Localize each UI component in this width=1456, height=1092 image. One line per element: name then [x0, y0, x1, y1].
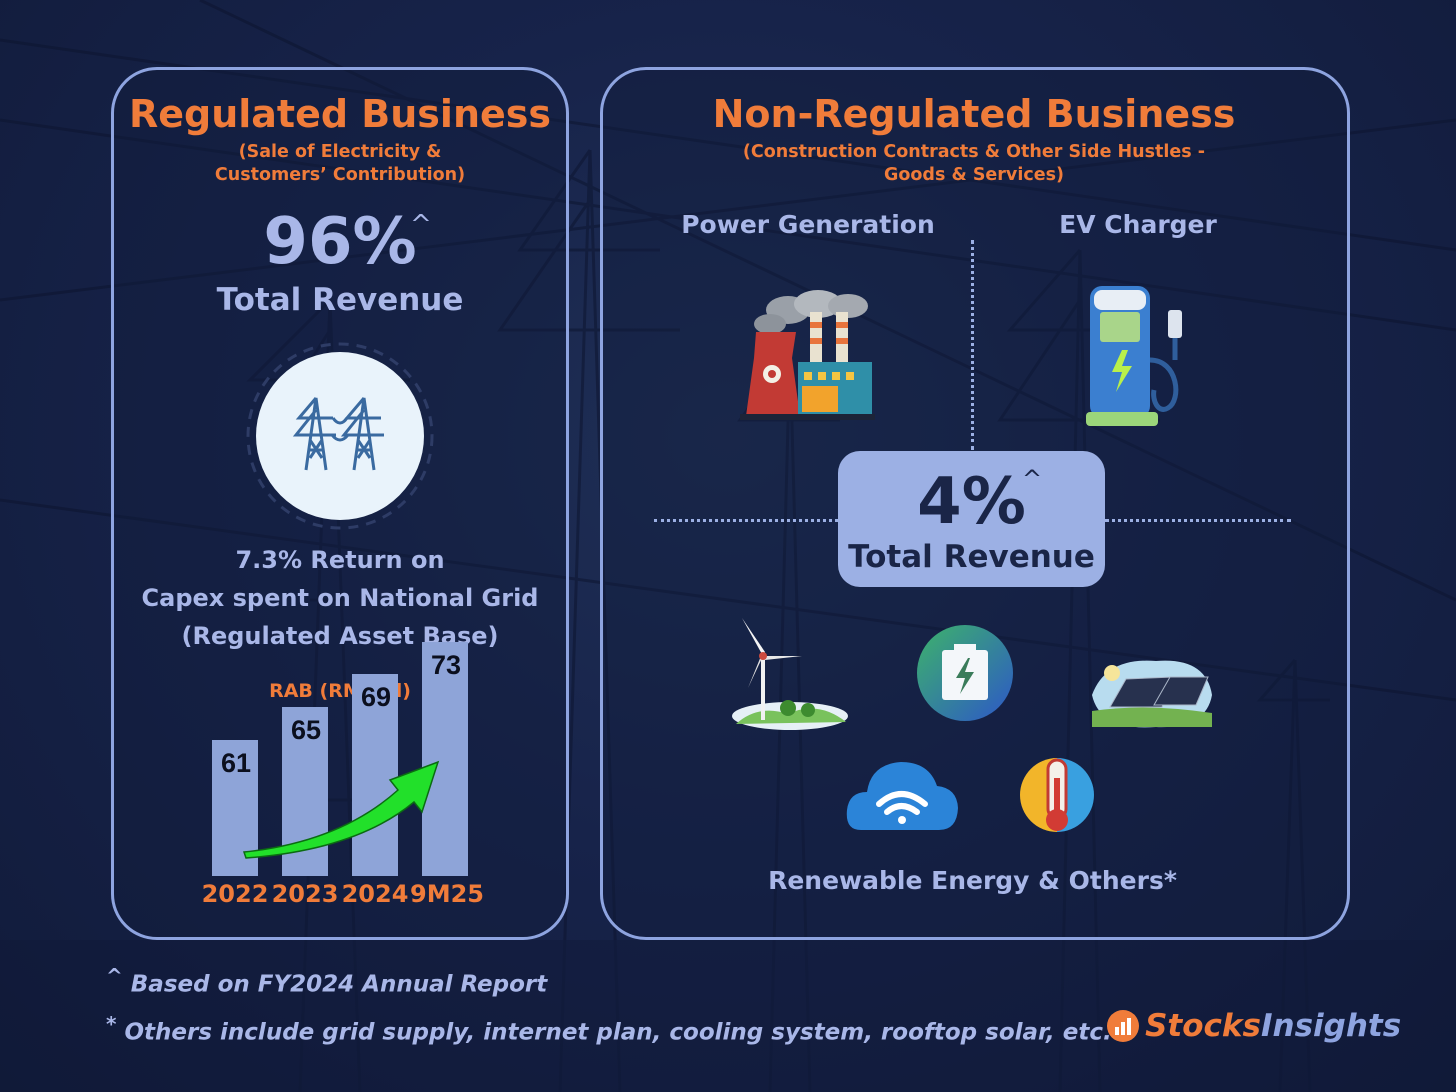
- footnote-1: ^ Based on FY2024 Annual Report: [106, 964, 547, 998]
- regulated-title: Regulated Business: [128, 92, 552, 136]
- rab-value-9M25: 73: [430, 649, 462, 680]
- rab-trend-arrow: [242, 760, 440, 859]
- footnote-1-mark: ^: [106, 964, 123, 988]
- brand-part1: Stocks: [1145, 1008, 1261, 1044]
- wifi-cloud-icon: [846, 762, 958, 830]
- footnote-2-mark: *: [106, 1012, 117, 1036]
- rab-bar-chart: 61 2022 65 2023 69 2024 73 9M25: [200, 641, 490, 910]
- solar-panel-icon: [1092, 660, 1212, 728]
- non-regulated-caret: ^: [1022, 465, 1043, 493]
- brand-part2: Insights: [1260, 1008, 1402, 1044]
- ev-charger-icon: [1086, 286, 1182, 426]
- regulated-subtitle: (Sale of Electricity & Customers’ Contri…: [214, 142, 466, 185]
- brand-chart-icon: [1107, 1010, 1139, 1042]
- renewable-others-label: Renewable Energy & Others*: [768, 866, 1177, 895]
- rab-category-9M25: 9M25: [410, 880, 484, 908]
- non-regulated-subtitle: (Construction Contracts & Other Side Hus…: [742, 142, 1206, 185]
- footnote-2-text: Others include grid supply, internet pla…: [124, 1019, 1112, 1046]
- rab-bar-9M25: [422, 641, 468, 876]
- power-generation-label: Power Generation: [681, 210, 935, 239]
- footnote-1-text: Based on FY2024 Annual Report: [130, 971, 548, 998]
- horizontal-divider-left: [654, 519, 838, 522]
- non-regulated-revenue-box: 4% ^ Total Revenue: [838, 451, 1105, 587]
- regulated-caret: ^: [410, 210, 432, 240]
- horizontal-divider-right: [1105, 519, 1291, 522]
- vertical-divider: [971, 240, 974, 450]
- thermometer-icon: [1020, 758, 1094, 832]
- power-plant-icon: [740, 290, 875, 420]
- rab-category-2023: 2023: [271, 880, 339, 908]
- rab-value-2023: 65: [290, 715, 322, 746]
- rab-value-2024: 69: [360, 682, 392, 713]
- footnote-2: * Others include grid supply, internet p…: [106, 1012, 1112, 1046]
- rab-bar-2024: [352, 674, 398, 876]
- wind-turbine-icon: [732, 618, 848, 730]
- transmission-towers-icon: [246, 342, 434, 530]
- regulated-desc-line2: Capex spent on National Grid: [141, 584, 539, 612]
- ev-charger-label: EV Charger: [1059, 210, 1217, 239]
- regulated-percent: 96%: [263, 205, 417, 279]
- regulated-desc-line1: 7.3% Return on: [235, 546, 445, 574]
- regulated-revenue-label: Total Revenue: [216, 282, 464, 318]
- brand-logo: StocksInsights: [1106, 1008, 1401, 1044]
- non-regulated-revenue-label: Total Revenue: [848, 539, 1095, 575]
- regulated-desc-line3: (Regulated Asset Base): [181, 622, 499, 650]
- non-regulated-title: Non-Regulated Business: [712, 92, 1236, 136]
- battery-icon: [917, 625, 1013, 721]
- rab-category-2024: 2024: [341, 880, 409, 908]
- rab-category-2022: 2022: [201, 880, 269, 908]
- non-regulated-percent: 4%: [917, 465, 1026, 539]
- rab-value-2022: 61: [220, 748, 252, 778]
